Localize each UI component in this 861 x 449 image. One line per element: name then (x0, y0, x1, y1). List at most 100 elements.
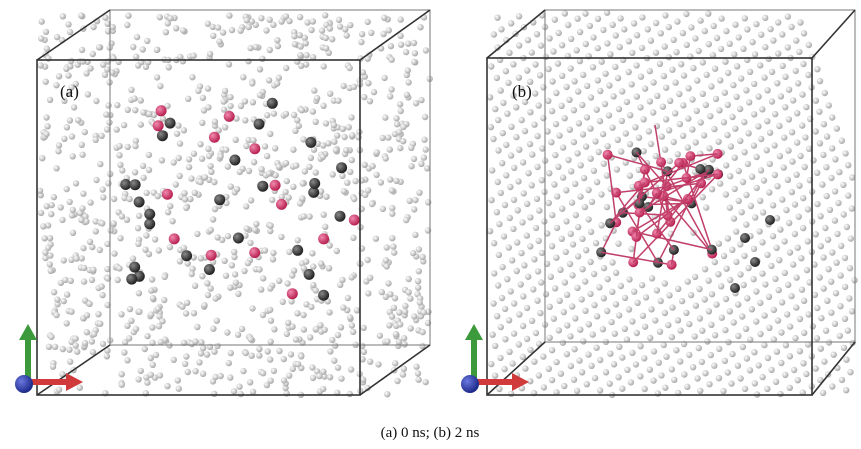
solvent-atom (603, 369, 609, 375)
solvent-atom (597, 357, 603, 363)
solvent-atom (159, 318, 165, 324)
solvent-atom (697, 388, 703, 394)
solvent-atom (779, 299, 785, 305)
solvent-atom (184, 300, 190, 306)
solvent-atom (53, 165, 59, 171)
solvent-atom (405, 79, 411, 85)
solvent-atom (613, 301, 619, 307)
solvent-atom (813, 365, 819, 371)
solvent-atom (491, 240, 497, 246)
solvent-atom (560, 144, 566, 150)
solvent-atom (192, 190, 198, 196)
solvent-atom (140, 109, 146, 115)
solvent-atom (388, 43, 394, 49)
solvent-atom (751, 142, 757, 148)
solvent-atom (702, 266, 708, 272)
solute-atom (318, 290, 329, 301)
solvent-atom (681, 371, 687, 377)
solvent-atom (408, 325, 414, 331)
solvent-atom (516, 42, 522, 48)
solvent-atom (522, 128, 528, 134)
solvent-atom (69, 212, 75, 218)
solute-atom (206, 250, 217, 261)
solvent-atom (132, 169, 138, 175)
solvent-atom (743, 87, 749, 93)
solvent-atom (48, 334, 54, 340)
solvent-atom (171, 357, 177, 363)
solvent-atom (397, 321, 403, 327)
solvent-atom (119, 167, 125, 173)
solvent-atom (596, 284, 602, 290)
solvent-atom (582, 278, 588, 284)
solvent-atom (617, 44, 623, 50)
solvent-atom (155, 193, 161, 199)
solvent-atom (753, 318, 759, 324)
solvent-atom (267, 223, 273, 229)
solvent-atom (334, 132, 340, 138)
solvent-atom (488, 361, 494, 367)
solvent-atom (633, 62, 639, 68)
solvent-atom (319, 27, 325, 33)
solvent-atom (642, 85, 648, 91)
solvent-atom (311, 87, 317, 93)
solvent-atom (214, 234, 220, 240)
solvent-atom (663, 116, 669, 122)
solute-atom (233, 233, 244, 244)
solvent-atom (259, 56, 265, 62)
solvent-atom (197, 141, 203, 147)
solvent-atom (669, 67, 675, 73)
solvent-atom (818, 346, 824, 352)
solvent-atom (226, 360, 232, 366)
solvent-atom (365, 290, 371, 296)
solvent-atom (362, 192, 368, 198)
solute-atom (335, 211, 346, 222)
solute-atom (287, 288, 298, 299)
solvent-atom (308, 304, 314, 310)
solvent-atom (275, 43, 281, 49)
solvent-atom (612, 64, 618, 70)
solvent-atom (310, 375, 316, 381)
solvent-atom (575, 88, 581, 94)
solvent-atom (44, 203, 50, 209)
solute-atom (214, 194, 225, 205)
solvent-atom (733, 94, 739, 100)
solvent-atom (358, 39, 364, 45)
solvent-atom (515, 207, 521, 213)
solvent-atom (648, 306, 654, 312)
solvent-atom (629, 350, 635, 356)
solvent-atom (529, 49, 535, 55)
solvent-atom (820, 152, 826, 158)
solvent-atom (250, 99, 256, 105)
solvent-atom (721, 253, 727, 259)
solvent-atom (186, 156, 192, 162)
solvent-atom (411, 40, 417, 46)
solvent-atom (849, 174, 855, 180)
solvent-atom (816, 109, 822, 115)
solvent-atom (746, 99, 752, 105)
solvent-atom (774, 349, 780, 355)
solvent-atom (712, 332, 718, 338)
solvent-atom (757, 198, 763, 204)
solvent-atom (134, 34, 140, 40)
solvent-atom (582, 204, 588, 210)
solvent-atom (284, 331, 290, 337)
solvent-atom (516, 13, 522, 19)
solvent-atom (681, 72, 687, 78)
solvent-atom (404, 92, 410, 98)
solvent-atom (258, 166, 264, 172)
solvent-atom (188, 175, 194, 181)
solvent-atom (759, 106, 765, 112)
solvent-atom (189, 74, 195, 80)
solvent-atom (320, 369, 326, 375)
solvent-atom (503, 172, 509, 178)
solvent-atom (208, 169, 214, 175)
solvent-atom (536, 207, 542, 213)
solvent-atom (690, 65, 696, 71)
solvent-atom (309, 250, 315, 256)
solute-atom (229, 155, 240, 166)
solvent-atom (633, 361, 639, 367)
solvent-atom (775, 317, 781, 323)
solvent-atom (199, 120, 205, 126)
solvent-atom (351, 196, 357, 202)
solvent-atom (342, 26, 348, 32)
